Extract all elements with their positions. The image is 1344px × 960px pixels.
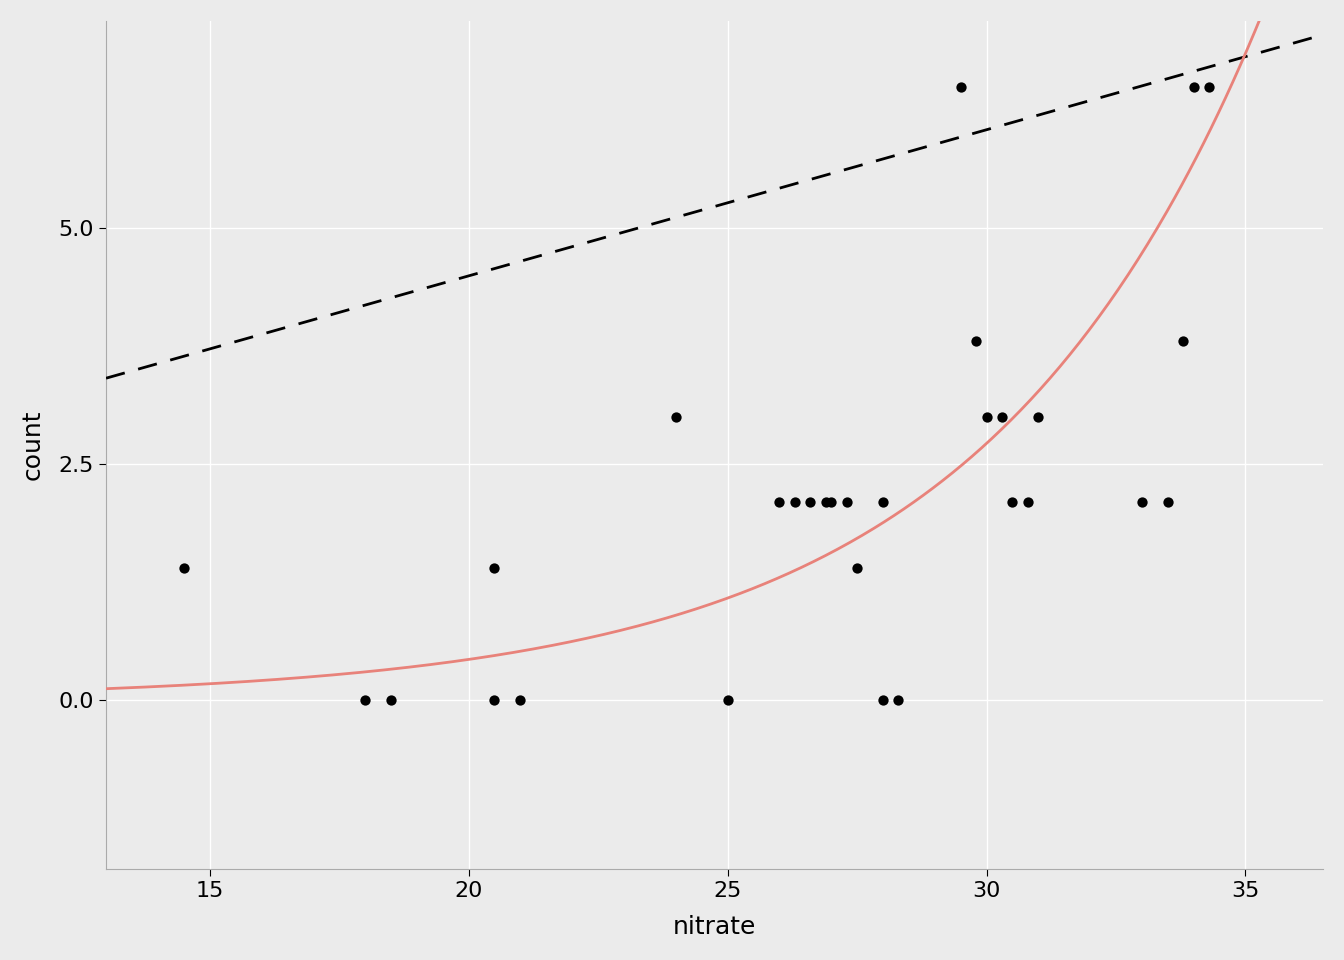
Point	[173, 560, 195, 575]
Y-axis label: count: count	[22, 410, 44, 480]
Point	[1157, 494, 1179, 510]
Point	[355, 692, 376, 708]
Point	[950, 79, 972, 94]
Point	[872, 692, 894, 708]
Point	[380, 692, 402, 708]
Point	[1199, 79, 1220, 94]
Point	[1132, 494, 1153, 510]
Point	[976, 409, 997, 424]
Point	[872, 494, 894, 510]
Point	[769, 494, 790, 510]
Point	[800, 494, 821, 510]
Point	[484, 692, 505, 708]
Point	[509, 692, 531, 708]
Point	[484, 560, 505, 575]
Point	[992, 409, 1013, 424]
Point	[784, 494, 805, 510]
Point	[1001, 494, 1023, 510]
Point	[836, 494, 857, 510]
Point	[887, 692, 909, 708]
Point	[847, 560, 868, 575]
Point	[820, 494, 841, 510]
Point	[1028, 409, 1050, 424]
Point	[1017, 494, 1039, 510]
Point	[816, 494, 837, 510]
Point	[716, 692, 738, 708]
Point	[1172, 334, 1193, 349]
Point	[665, 409, 687, 424]
X-axis label: nitrate: nitrate	[673, 915, 757, 939]
Point	[965, 334, 986, 349]
Point	[1183, 79, 1204, 94]
